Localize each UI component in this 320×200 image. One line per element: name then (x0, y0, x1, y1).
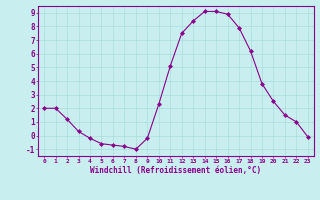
X-axis label: Windchill (Refroidissement éolien,°C): Windchill (Refroidissement éolien,°C) (91, 166, 261, 175)
